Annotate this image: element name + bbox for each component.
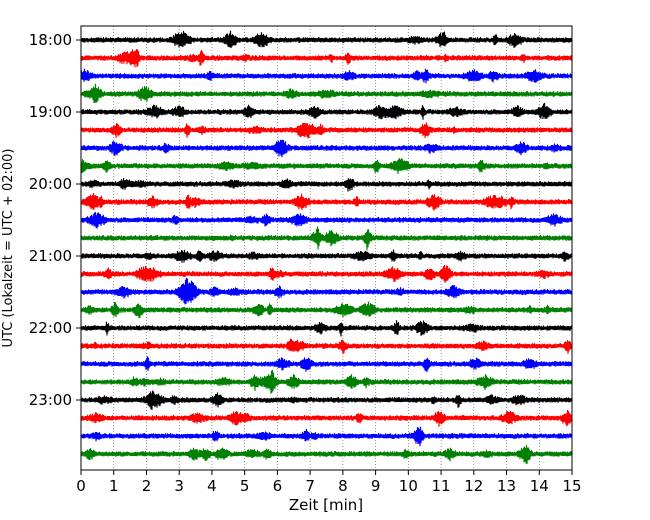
trace-2045 (80, 226, 573, 251)
x-axis-ticks: 0 1 2 3 4 5 6 7 8 9 10 11 12 13 14 15 (76, 470, 582, 495)
trace-2030 (80, 212, 573, 229)
y-axis-ticks: 18:00 19:00 20:00 21:00 22:00 23:00 (29, 31, 81, 409)
trace-2330 (80, 426, 573, 447)
trace-2145 (80, 301, 573, 319)
trace-1800 (80, 30, 573, 49)
trace-2000 (80, 178, 573, 192)
trace-2100 (80, 249, 573, 263)
trace-2315 (80, 409, 573, 427)
x-tick-label-3: 3 (174, 477, 184, 495)
y-tick-label-0: 18:00 (29, 31, 72, 49)
trace-2215 (80, 338, 573, 355)
trace-2230 (80, 356, 573, 373)
trace-1915 (80, 122, 573, 139)
trace-2130 (80, 277, 573, 305)
trace-2015 (80, 193, 573, 211)
trace-1930 (80, 139, 573, 158)
plot-frame (80, 25, 573, 471)
grid-lines (113, 26, 540, 470)
x-tick-label-12: 12 (464, 477, 483, 495)
x-tick-label-11: 11 (432, 477, 451, 495)
trace-2345 (80, 445, 573, 465)
trace-1900 (80, 102, 573, 120)
seismic-traces (80, 30, 573, 465)
trace-2200 (80, 320, 573, 337)
trace-1945 (80, 158, 573, 174)
x-tick-label-10: 10 (399, 477, 418, 495)
x-tick-label-9: 9 (371, 477, 381, 495)
x-tick-label-15: 15 (562, 477, 581, 495)
trace-1830 (80, 68, 573, 84)
y-tick-label-1: 19:00 (29, 103, 72, 121)
x-tick-label-8: 8 (338, 477, 348, 495)
x-tick-label-14: 14 (530, 477, 549, 495)
trace-2300 (80, 390, 573, 410)
trace-2245 (80, 369, 573, 394)
trace-2115 (80, 264, 573, 283)
x-tick-label-7: 7 (305, 477, 315, 495)
x-tick-label-6: 6 (273, 477, 283, 495)
x-tick-label-13: 13 (497, 477, 516, 495)
x-tick-label-5: 5 (240, 477, 250, 495)
x-tick-label-4: 4 (207, 477, 217, 495)
x-tick-label-0: 0 (76, 477, 86, 495)
trace-1845 (80, 83, 573, 104)
y-tick-label-4: 22:00 (29, 319, 72, 337)
y-tick-label-5: 23:00 (29, 391, 72, 409)
y-tick-label-3: 21:00 (29, 247, 72, 265)
x-axis-label: Zeit [min] (289, 496, 363, 514)
y-tick-label-2: 20:00 (29, 175, 72, 193)
x-tick-label-2: 2 (142, 477, 152, 495)
trace-1815 (80, 49, 573, 68)
y-axis-label: UTC (Lokalzeit = UTC + 02:00) (1, 149, 16, 348)
x-tick-label-1: 1 (109, 477, 119, 495)
